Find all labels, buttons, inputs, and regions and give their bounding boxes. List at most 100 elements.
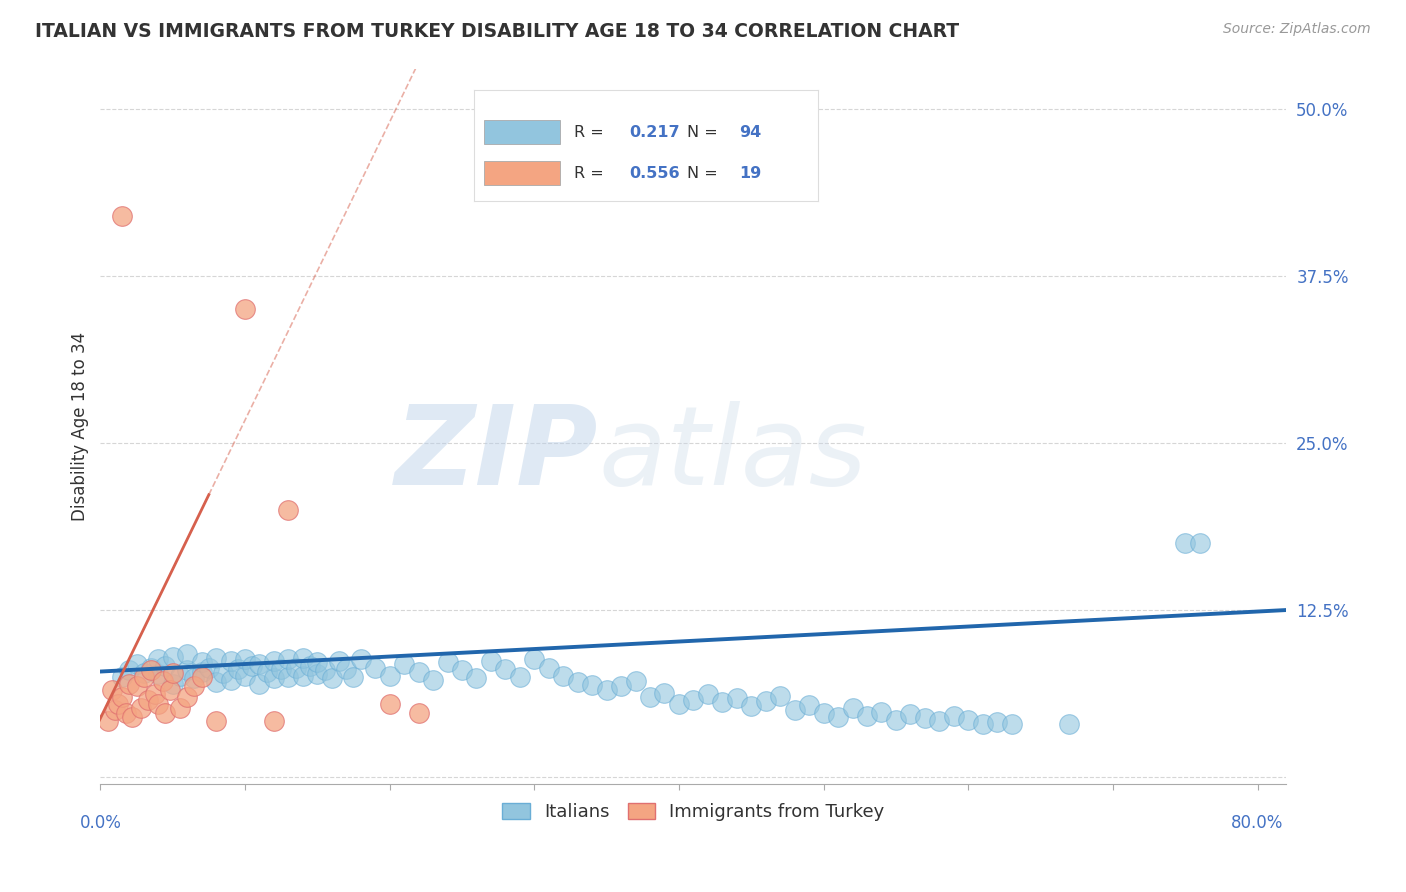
Point bbox=[408, 665, 430, 679]
Point bbox=[155, 659, 177, 673]
Point bbox=[654, 686, 676, 700]
Point bbox=[307, 667, 329, 681]
Point bbox=[205, 675, 228, 690]
Point bbox=[328, 654, 350, 668]
Point bbox=[364, 660, 387, 674]
Point bbox=[183, 671, 205, 685]
Point bbox=[942, 708, 965, 723]
Point bbox=[392, 657, 415, 671]
Point bbox=[696, 687, 718, 701]
Point bbox=[132, 670, 155, 684]
Point bbox=[378, 668, 401, 682]
Point bbox=[143, 687, 166, 701]
Point bbox=[494, 662, 516, 676]
Point bbox=[553, 668, 575, 682]
Point bbox=[219, 673, 242, 687]
Point bbox=[986, 715, 1008, 730]
Point bbox=[350, 652, 373, 666]
Point bbox=[159, 683, 181, 698]
Point bbox=[668, 697, 690, 711]
Point bbox=[740, 699, 762, 714]
Point bbox=[335, 662, 357, 676]
Point bbox=[152, 673, 174, 688]
Point bbox=[101, 683, 124, 698]
Point bbox=[121, 710, 143, 724]
Point bbox=[155, 706, 177, 720]
Point bbox=[111, 209, 134, 223]
Point bbox=[219, 654, 242, 668]
Point bbox=[870, 705, 893, 719]
Point bbox=[233, 652, 256, 666]
Text: 0.0%: 0.0% bbox=[79, 814, 121, 832]
Point bbox=[755, 694, 778, 708]
Point bbox=[581, 678, 603, 692]
Point bbox=[408, 706, 430, 720]
Point bbox=[725, 691, 748, 706]
Point bbox=[479, 654, 502, 668]
Point bbox=[797, 698, 820, 712]
Point bbox=[118, 676, 141, 690]
Point bbox=[595, 683, 617, 698]
Point bbox=[1059, 716, 1081, 731]
Point bbox=[97, 714, 120, 728]
Point bbox=[342, 670, 364, 684]
Point bbox=[125, 679, 148, 693]
Point bbox=[176, 663, 198, 677]
Point bbox=[827, 710, 849, 724]
Point bbox=[249, 657, 271, 671]
Point bbox=[378, 697, 401, 711]
Point bbox=[111, 690, 134, 704]
Point bbox=[176, 690, 198, 704]
Point bbox=[436, 655, 458, 669]
Point bbox=[125, 657, 148, 671]
Point bbox=[928, 714, 950, 728]
Point bbox=[711, 695, 734, 709]
Point bbox=[118, 663, 141, 677]
Point bbox=[277, 502, 299, 516]
Point bbox=[299, 659, 322, 673]
Point bbox=[537, 660, 560, 674]
Point bbox=[638, 690, 661, 704]
Point bbox=[249, 676, 271, 690]
Point bbox=[307, 655, 329, 669]
Point bbox=[1001, 716, 1024, 731]
Point bbox=[212, 665, 235, 680]
Point bbox=[914, 711, 936, 725]
Point bbox=[240, 659, 263, 673]
Text: atlas: atlas bbox=[599, 401, 868, 508]
Y-axis label: Disability Age 18 to 34: Disability Age 18 to 34 bbox=[72, 332, 89, 521]
Point bbox=[132, 665, 155, 680]
Point bbox=[291, 651, 314, 665]
Point bbox=[136, 692, 159, 706]
Point bbox=[111, 670, 134, 684]
Point bbox=[567, 675, 589, 690]
Point bbox=[169, 668, 191, 682]
Point bbox=[284, 660, 307, 674]
Point bbox=[162, 676, 184, 690]
Point bbox=[190, 665, 212, 679]
Legend: Italians, Immigrants from Turkey: Italians, Immigrants from Turkey bbox=[495, 796, 891, 829]
Point bbox=[769, 689, 792, 703]
Point bbox=[783, 703, 806, 717]
Point bbox=[190, 655, 212, 669]
Point bbox=[624, 673, 647, 688]
Point bbox=[169, 700, 191, 714]
Point bbox=[139, 660, 162, 674]
Point bbox=[1174, 536, 1197, 550]
Point bbox=[270, 662, 292, 676]
Point bbox=[198, 660, 221, 674]
Point bbox=[523, 652, 546, 666]
Point bbox=[162, 665, 184, 680]
Point bbox=[884, 713, 907, 727]
Point bbox=[610, 679, 633, 693]
Point bbox=[233, 302, 256, 317]
Point bbox=[841, 700, 863, 714]
Point bbox=[256, 665, 278, 679]
Point bbox=[205, 651, 228, 665]
Point bbox=[957, 713, 980, 727]
Point bbox=[465, 671, 488, 685]
Point bbox=[226, 662, 249, 676]
Point bbox=[190, 670, 212, 684]
Point bbox=[277, 652, 299, 666]
Point bbox=[176, 647, 198, 661]
